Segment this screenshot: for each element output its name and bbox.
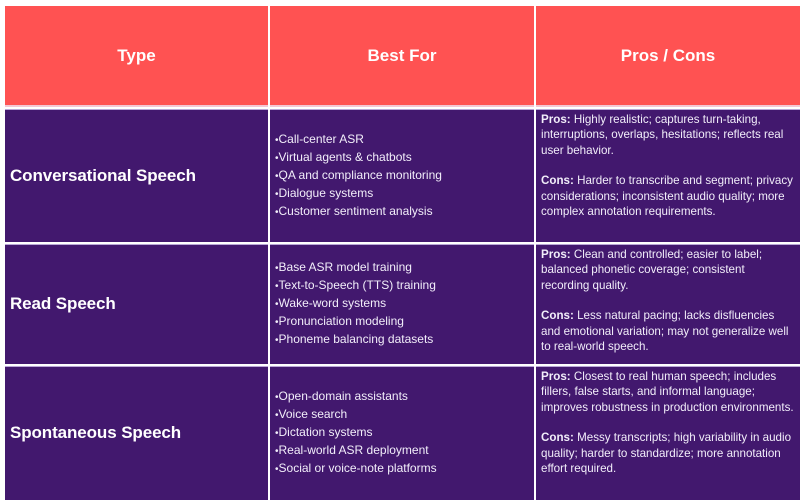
header-type: Type: [5, 6, 268, 107]
list-item: Social or voice-note platforms: [275, 460, 437, 478]
list-item: Phoneme balancing datasets: [275, 331, 436, 349]
best-for-list: Open-domain assistants Voice search Dict…: [275, 388, 437, 478]
list-item: Customer sentiment analysis: [275, 203, 442, 221]
best-for-cell-read: Base ASR model training Text-to-Speech (…: [270, 244, 534, 364]
type-cell-spontaneous: Spontaneous Speech: [5, 366, 268, 500]
best-for-list: Base ASR model training Text-to-Speech (…: [275, 259, 436, 349]
speech-types-table: Type Best For Pros / Cons Conversational…: [5, 6, 800, 500]
list-item: Virtual agents & chatbots: [275, 149, 442, 167]
list-item: Open-domain assistants: [275, 388, 437, 406]
pros-text: Highly realistic; captures turn-taking, …: [541, 113, 784, 157]
best-for-list: Call-center ASR Virtual agents & chatbot…: [275, 131, 442, 221]
pros-label: Pros:: [541, 248, 571, 261]
list-item: Real-world ASR deployment: [275, 442, 437, 460]
list-item: Pronunciation modeling: [275, 313, 436, 331]
pros-text: Closest to real human speech; includes f…: [541, 370, 794, 414]
header-best-for: Best For: [270, 6, 534, 107]
type-cell-read: Read Speech: [5, 244, 268, 364]
list-item: Dictation systems: [275, 424, 437, 442]
pros-label: Pros:: [541, 370, 571, 383]
list-item: Voice search: [275, 406, 437, 424]
cons-label: Cons:: [541, 174, 574, 188]
cons-paragraph: Cons: Less natural pacing; lacks disflue…: [541, 308, 794, 354]
pros-cons-cell-read: Pros: Clean and controlled; easier to la…: [536, 244, 800, 364]
cons-paragraph: Cons: Messy transcripts; high variabilit…: [541, 430, 794, 476]
header-pros-cons: Pros / Cons: [536, 6, 800, 107]
cons-paragraph: Cons: Harder to transcribe and segment; …: [541, 173, 794, 219]
list-item: Dialogue systems: [275, 185, 442, 203]
list-item: Base ASR model training: [275, 259, 436, 277]
cons-text: Harder to transcribe and segment; privac…: [541, 174, 793, 219]
pros-paragraph: Pros: Closest to real human speech; incl…: [541, 369, 794, 415]
list-item: QA and compliance monitoring: [275, 167, 442, 185]
pros-paragraph: Pros: Highly realistic; captures turn-ta…: [541, 112, 794, 158]
pros-text: Clean and controlled; easier to label; b…: [541, 248, 763, 292]
cons-text: Less natural pacing; lacks disfluencies …: [541, 309, 789, 354]
list-item: Wake-word systems: [275, 295, 436, 313]
pros-cons-cell-conversational: Pros: Highly realistic; captures turn-ta…: [536, 109, 800, 242]
list-item: Call-center ASR: [275, 131, 442, 149]
pros-cons-cell-spontaneous: Pros: Closest to real human speech; incl…: [536, 366, 800, 500]
type-cell-conversational: Conversational Speech: [5, 109, 268, 242]
best-for-cell-spontaneous: Open-domain assistants Voice search Dict…: [270, 366, 534, 500]
pros-paragraph: Pros: Clean and controlled; easier to la…: [541, 247, 794, 293]
cons-label: Cons:: [541, 309, 574, 323]
cons-label: Cons:: [541, 431, 574, 445]
pros-label: Pros:: [541, 113, 571, 126]
list-item: Text-to-Speech (TTS) training: [275, 277, 436, 295]
cons-text: Messy transcripts; high variability in a…: [541, 431, 792, 476]
best-for-cell-conversational: Call-center ASR Virtual agents & chatbot…: [270, 109, 534, 242]
